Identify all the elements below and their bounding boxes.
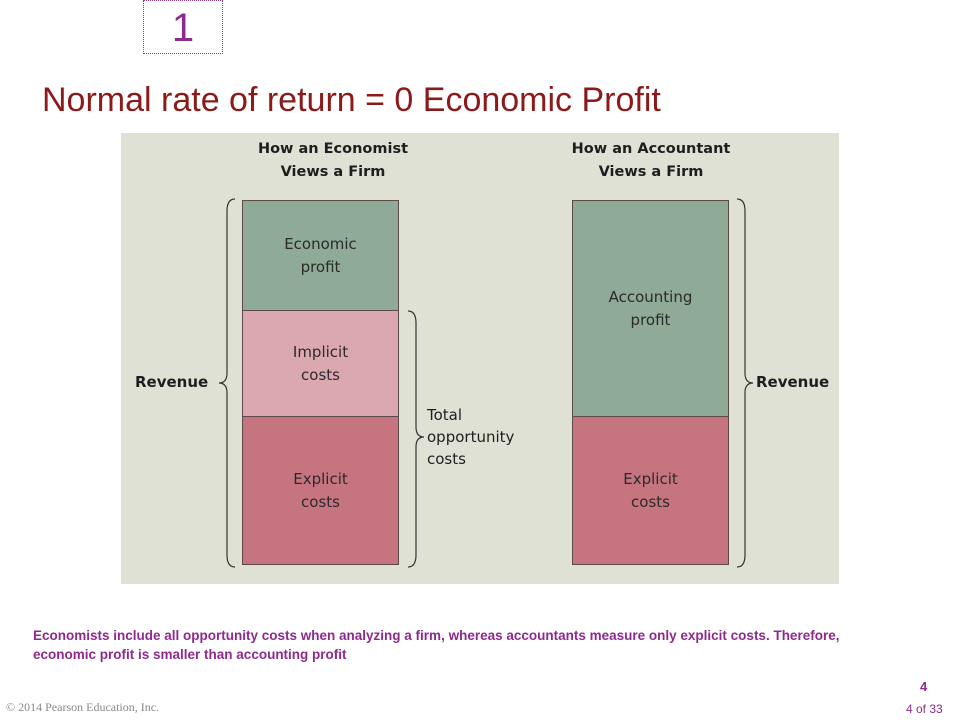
accountant-revenue-label: Revenue: [756, 373, 830, 391]
page-title: Normal rate of return = 0 Economic Profi…: [42, 81, 661, 119]
economist-revenue-label: Revenue: [135, 373, 209, 391]
page-number: 4: [920, 679, 928, 694]
economist-revenue-brace: [218, 198, 236, 568]
economist-view-heading: How an Economist Views a Firm: [257, 141, 409, 180]
total-opportunity-costs-label: Total opportunity costs: [427, 406, 515, 468]
explicit-costs-block-accountant: Explicit costs: [572, 416, 729, 565]
copyright-notice: © 2014 Pearson Education, Inc.: [6, 700, 160, 714]
accounting-profit-block: Accounting profit: [572, 200, 729, 417]
accountant-revenue-brace: [736, 198, 754, 568]
economist-vs-accountant-figure: How an Economist Views a Firm How an Acc…: [121, 133, 839, 584]
accountant-view-heading: How an Accountant Views a Firm: [571, 141, 731, 180]
page-count: 4 of 33: [906, 702, 943, 716]
implicit-costs-block: Implicit costs: [242, 310, 399, 417]
economic-profit-block: Economic profit: [242, 200, 399, 311]
total-opportunity-costs-brace: [407, 310, 425, 568]
figure-caption: Economists include all opportunity costs…: [33, 628, 840, 662]
slide-number-box: 1: [143, 0, 223, 54]
explicit-costs-block-economist: Explicit costs: [242, 416, 399, 565]
